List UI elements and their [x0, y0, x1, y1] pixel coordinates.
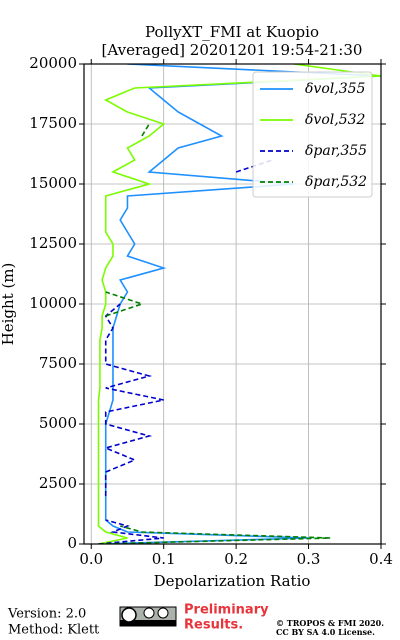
y-tick-label: 12500 — [29, 234, 77, 252]
x-tick-label: 0.4 — [369, 550, 393, 568]
copyright: © TROPOS & FMI 2020. — [276, 618, 384, 628]
legend-label: δvol,532 — [305, 112, 366, 128]
y-tick-label: 17500 — [29, 114, 77, 132]
x-tick-label: 0.2 — [224, 550, 248, 568]
copyright: CC BY SA 4.0 License. — [276, 627, 375, 637]
legend-label: δpar,532 — [305, 174, 367, 190]
y-tick-label: 15000 — [29, 174, 77, 192]
x-tick-label: 0.0 — [79, 550, 103, 568]
series-line — [98, 123, 331, 544]
method: Method: Klett — [8, 623, 100, 638]
plot-frame — [83, 63, 382, 545]
preliminary: Results. — [184, 618, 243, 633]
x-tick-label: 0.3 — [297, 550, 321, 568]
y-tick-label: 7500 — [39, 354, 77, 372]
legend-label: δpar,355 — [305, 143, 367, 159]
series-line — [97, 64, 381, 544]
chart-title: PollyXT_FMI at Kuopio — [145, 23, 319, 41]
legend-box — [252, 71, 373, 198]
legend-label: δvol,355 — [305, 81, 366, 97]
y-tick-label: 5000 — [39, 414, 77, 432]
y-tick-label: 2500 — [39, 474, 77, 492]
cc-logo — [119, 606, 177, 627]
chart-subtitle: [Averaged] 20201201 19:54-21:30 — [102, 41, 363, 59]
y-tick-label: 20000 — [29, 54, 77, 72]
series-line — [98, 159, 273, 544]
y-tick-label: 0 — [67, 534, 77, 552]
y-tick-label: 10000 — [29, 294, 77, 312]
preliminary: Preliminary — [184, 603, 269, 618]
y-axis-label: Height (m) — [0, 263, 17, 346]
version: Version: 2.0 — [7, 607, 86, 622]
plot-lines — [97, 64, 381, 544]
x-axis-label: Depolarization Ratio — [154, 572, 311, 590]
x-tick-label: 0.1 — [152, 550, 176, 568]
